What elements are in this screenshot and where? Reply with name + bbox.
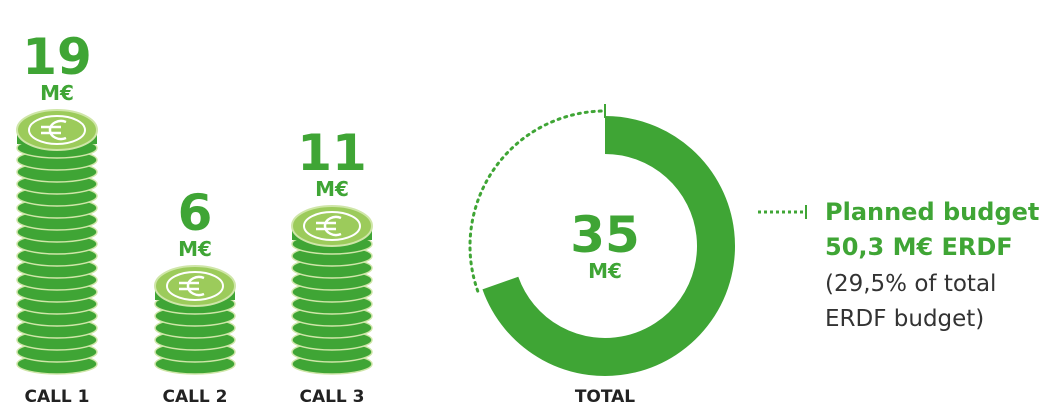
unit-label: M€ — [40, 81, 74, 105]
planned-remainder — [470, 111, 605, 291]
chart: TOTAL 35 M€ Planned budget 50,3 M€ ERDF … — [0, 0, 1047, 407]
planned-title: Planned budget — [825, 198, 1039, 226]
planned-note: ERDF budget) — [825, 306, 984, 332]
total-label: TOTAL — [575, 387, 635, 407]
unit-label: M€ — [178, 237, 212, 261]
unit-label: M€ — [315, 177, 349, 201]
total-value: 35 — [570, 206, 640, 264]
planned-note: (29,5% of total — [825, 271, 996, 297]
category-label: CALL 2 — [162, 387, 227, 407]
coin-stack — [17, 110, 97, 374]
coin-stack — [292, 206, 372, 374]
category-label: CALL 1 — [24, 387, 89, 407]
value-label: 19 — [22, 28, 92, 86]
total-unit: M€ — [588, 259, 622, 283]
value-label: 11 — [297, 124, 367, 182]
planned-amount: 50,3 M€ ERDF — [825, 233, 1013, 261]
value-label: 6 — [178, 184, 213, 242]
category-label: CALL 3 — [299, 387, 364, 407]
coin-stack — [155, 266, 235, 374]
